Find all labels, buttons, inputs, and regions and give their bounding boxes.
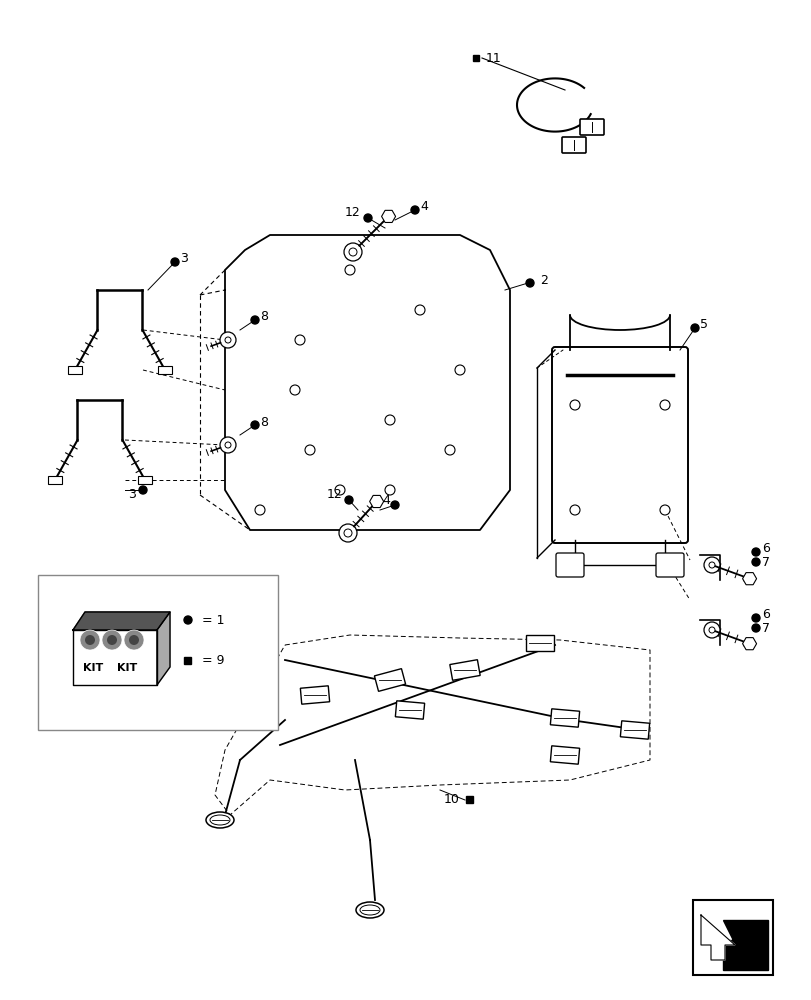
FancyBboxPatch shape [561, 137, 586, 153]
Text: 5: 5 [699, 318, 707, 332]
Circle shape [569, 505, 579, 515]
Text: 2: 2 [539, 273, 547, 286]
Bar [184, 656, 191, 664]
Polygon shape [700, 915, 734, 960]
Bar [48, 476, 62, 484]
Polygon shape [73, 630, 157, 685]
Circle shape [751, 548, 759, 556]
Circle shape [184, 616, 191, 624]
Bar [550, 746, 579, 764]
Ellipse shape [210, 815, 230, 825]
Text: 8: 8 [260, 310, 268, 324]
Circle shape [526, 279, 534, 287]
Polygon shape [722, 920, 767, 970]
Bar [692, 900, 772, 975]
Text: 4: 4 [419, 200, 427, 214]
Circle shape [107, 635, 117, 645]
Polygon shape [73, 612, 169, 630]
Circle shape [703, 557, 719, 573]
Circle shape [391, 501, 398, 509]
Polygon shape [157, 612, 169, 685]
FancyBboxPatch shape [556, 553, 583, 577]
Bar [449, 660, 479, 680]
FancyBboxPatch shape [579, 119, 603, 135]
Text: 7: 7 [761, 621, 769, 635]
Circle shape [659, 400, 669, 410]
Circle shape [139, 486, 147, 494]
Bar [300, 686, 329, 704]
Text: 12: 12 [326, 488, 341, 502]
Circle shape [124, 630, 144, 650]
Ellipse shape [206, 812, 234, 828]
Circle shape [703, 622, 719, 638]
Circle shape [80, 630, 100, 650]
Circle shape [220, 332, 236, 348]
Polygon shape [225, 235, 509, 530]
Bar [526, 635, 553, 651]
Bar [158, 366, 172, 374]
Circle shape [251, 316, 259, 324]
Text: = 1: = 1 [202, 613, 224, 626]
Ellipse shape [359, 905, 380, 915]
Text: 4: 4 [382, 493, 389, 506]
FancyBboxPatch shape [655, 553, 683, 577]
Circle shape [344, 529, 351, 537]
Circle shape [345, 496, 353, 504]
Circle shape [569, 400, 579, 410]
Bar [473, 55, 478, 61]
Text: 7: 7 [761, 556, 769, 568]
Text: KIT: KIT [117, 663, 137, 673]
Circle shape [338, 524, 357, 542]
Bar [38, 575, 277, 730]
Circle shape [225, 337, 230, 343]
Circle shape [349, 248, 357, 256]
Circle shape [708, 562, 714, 568]
Circle shape [85, 635, 95, 645]
Bar [550, 709, 579, 727]
Bar [395, 701, 424, 719]
Text: 8: 8 [260, 416, 268, 428]
Text: 6: 6 [761, 608, 769, 621]
Circle shape [690, 324, 698, 332]
Ellipse shape [355, 902, 384, 918]
Text: 11: 11 [486, 52, 501, 65]
Bar [138, 476, 152, 484]
FancyBboxPatch shape [551, 347, 687, 543]
Text: 10: 10 [444, 793, 460, 806]
Circle shape [659, 505, 669, 515]
Text: KIT: KIT [83, 663, 103, 673]
Circle shape [363, 214, 371, 222]
Bar [620, 721, 649, 739]
Circle shape [751, 614, 759, 622]
Circle shape [171, 258, 178, 266]
Text: 3: 3 [128, 488, 135, 502]
Circle shape [251, 421, 259, 429]
Circle shape [129, 635, 139, 645]
Circle shape [751, 558, 759, 566]
Circle shape [220, 437, 236, 453]
Circle shape [708, 627, 714, 633]
Text: 6: 6 [761, 542, 769, 556]
Text: = 9: = 9 [202, 654, 224, 666]
Circle shape [102, 630, 122, 650]
Circle shape [751, 624, 759, 632]
Bar [68, 366, 82, 374]
Circle shape [344, 243, 362, 261]
Circle shape [410, 206, 418, 214]
Circle shape [225, 442, 230, 448]
Bar [374, 669, 405, 691]
Bar [466, 796, 473, 803]
Text: 3: 3 [180, 251, 187, 264]
Text: 12: 12 [344, 207, 359, 220]
